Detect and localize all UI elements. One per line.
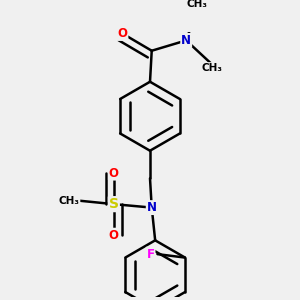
Text: F: F <box>147 248 154 261</box>
Text: CH₃: CH₃ <box>186 0 207 9</box>
Text: S: S <box>109 197 119 211</box>
Text: O: O <box>117 27 128 40</box>
Text: O: O <box>109 167 119 180</box>
Text: CH₃: CH₃ <box>202 63 223 73</box>
Text: O: O <box>109 229 119 242</box>
Text: CH₃: CH₃ <box>58 196 80 206</box>
Text: N: N <box>181 34 191 47</box>
Text: N: N <box>147 201 157 214</box>
